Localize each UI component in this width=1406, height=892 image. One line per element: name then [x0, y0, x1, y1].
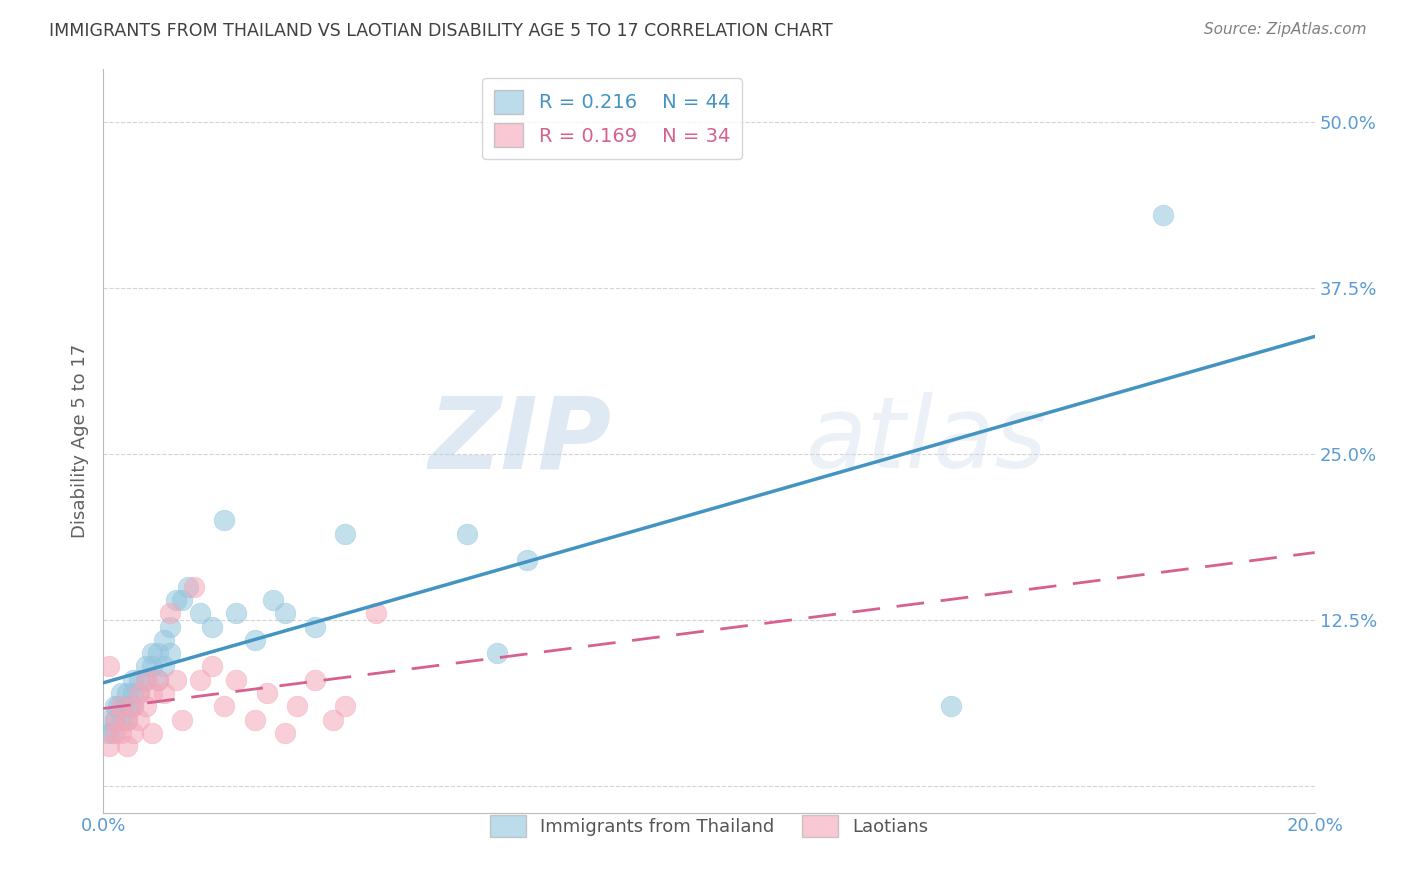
- Point: [225, 607, 247, 621]
- Point: [201, 659, 224, 673]
- Point: [104, 699, 127, 714]
- Point: [117, 713, 139, 727]
- Point: [135, 699, 157, 714]
- Point: [122, 726, 145, 740]
- Point: [146, 673, 169, 687]
- Point: [122, 699, 145, 714]
- Point: [262, 593, 284, 607]
- Point: [159, 619, 181, 633]
- Point: [214, 699, 236, 714]
- Point: [135, 673, 157, 687]
- Point: [120, 699, 142, 714]
- Point: [135, 673, 157, 687]
- Point: [146, 646, 169, 660]
- Point: [170, 593, 193, 607]
- Text: Source: ZipAtlas.com: Source: ZipAtlas.com: [1204, 22, 1367, 37]
- Legend: Immigrants from Thailand, Laotians: Immigrants from Thailand, Laotians: [482, 808, 935, 845]
- Point: [141, 659, 163, 673]
- Point: [183, 580, 205, 594]
- Point: [104, 713, 127, 727]
- Y-axis label: Disability Age 5 to 17: Disability Age 5 to 17: [72, 343, 89, 538]
- Point: [335, 699, 357, 714]
- Point: [110, 726, 132, 740]
- Point: [214, 513, 236, 527]
- Point: [456, 526, 478, 541]
- Point: [364, 607, 387, 621]
- Point: [135, 659, 157, 673]
- Point: [128, 713, 150, 727]
- Point: [1152, 208, 1174, 222]
- Point: [188, 607, 211, 621]
- Point: [107, 699, 129, 714]
- Point: [177, 580, 200, 594]
- Point: [141, 686, 163, 700]
- Point: [941, 699, 963, 714]
- Point: [152, 632, 174, 647]
- Point: [243, 713, 266, 727]
- Point: [117, 686, 139, 700]
- Point: [112, 699, 135, 714]
- Point: [274, 607, 297, 621]
- Point: [98, 659, 121, 673]
- Point: [101, 726, 124, 740]
- Point: [141, 646, 163, 660]
- Point: [117, 713, 139, 727]
- Text: atlas: atlas: [806, 392, 1047, 489]
- Point: [122, 673, 145, 687]
- Point: [201, 619, 224, 633]
- Point: [104, 726, 127, 740]
- Point: [165, 673, 187, 687]
- Point: [122, 699, 145, 714]
- Point: [98, 739, 121, 753]
- Point: [256, 686, 278, 700]
- Point: [110, 686, 132, 700]
- Text: ZIP: ZIP: [429, 392, 612, 489]
- Point: [159, 607, 181, 621]
- Point: [152, 686, 174, 700]
- Point: [304, 619, 326, 633]
- Point: [335, 526, 357, 541]
- Point: [128, 673, 150, 687]
- Point: [98, 713, 121, 727]
- Point: [128, 686, 150, 700]
- Point: [322, 713, 344, 727]
- Point: [159, 646, 181, 660]
- Point: [165, 593, 187, 607]
- Point: [243, 632, 266, 647]
- Point: [110, 699, 132, 714]
- Point: [170, 713, 193, 727]
- Point: [188, 673, 211, 687]
- Point: [141, 726, 163, 740]
- Point: [285, 699, 308, 714]
- Text: IMMIGRANTS FROM THAILAND VS LAOTIAN DISABILITY AGE 5 TO 17 CORRELATION CHART: IMMIGRANTS FROM THAILAND VS LAOTIAN DISA…: [49, 22, 832, 40]
- Point: [122, 686, 145, 700]
- Point: [110, 713, 132, 727]
- Point: [128, 686, 150, 700]
- Point: [485, 646, 508, 660]
- Point: [104, 713, 127, 727]
- Point: [117, 739, 139, 753]
- Point: [516, 553, 538, 567]
- Point: [304, 673, 326, 687]
- Point: [274, 726, 297, 740]
- Point: [225, 673, 247, 687]
- Point: [152, 659, 174, 673]
- Point: [97, 726, 120, 740]
- Point: [146, 673, 169, 687]
